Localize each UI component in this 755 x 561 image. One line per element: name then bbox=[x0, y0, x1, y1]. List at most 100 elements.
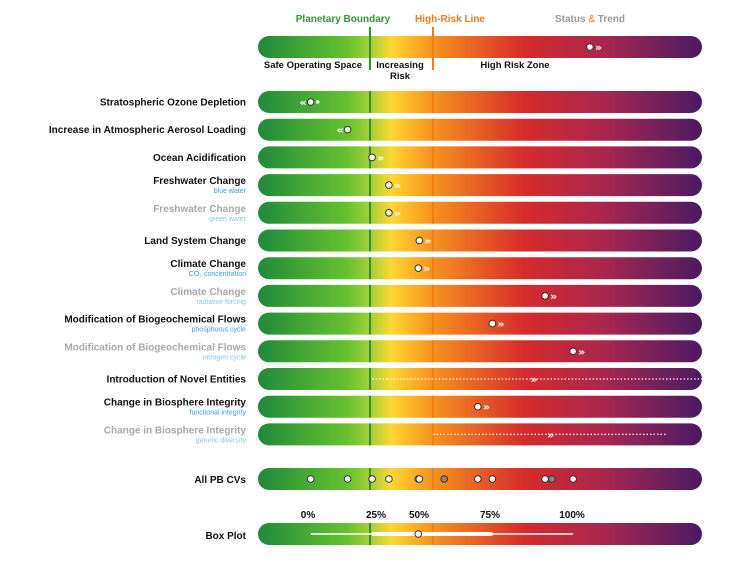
bar-climate-change-6 bbox=[258, 257, 702, 280]
status-word: Status bbox=[555, 14, 586, 25]
row-stratospheric-ozone-depletion-0: Stratospheric Ozone Depletion « bbox=[100, 91, 702, 113]
amp-word: & bbox=[588, 14, 595, 25]
status-dot-freshwater-change-3 bbox=[385, 181, 393, 189]
row-land-system-change-5: Land System Change » bbox=[144, 229, 702, 252]
trend-arrow-introduction-of-novel-entities-10: » bbox=[530, 373, 537, 386]
trend-arrow-change-in-biosphere-integrity-12: » bbox=[547, 428, 554, 441]
label-stratospheric-ozone-depletion-0: Stratospheric Ozone Depletion bbox=[100, 98, 246, 109]
label-introduction-of-novel-entities-10: Introduction of Novel Entities bbox=[107, 375, 247, 386]
all-pb-cvs-point-9 bbox=[541, 475, 549, 483]
bar-freshwater-change-4 bbox=[258, 201, 702, 224]
trend-arrow-increase-in-atmospheric-aerosol-loading-1: « bbox=[336, 124, 343, 137]
all-pb-cvs-point-2 bbox=[368, 475, 376, 483]
all-pb-cvs-point-3 bbox=[385, 475, 393, 483]
label-ocean-acidification-2: Ocean Acidification bbox=[153, 153, 246, 164]
trend-dot-stratospheric-ozone-depletion-0 bbox=[315, 100, 320, 104]
trend-arrow-freshwater-change-4: » bbox=[394, 207, 401, 220]
bar-stratospheric-ozone-depletion-0 bbox=[258, 91, 702, 113]
sublabel-change-in-biosphere-integrity-12: genetic diversity bbox=[196, 437, 247, 444]
label-climate-change-7: Climate Change bbox=[170, 287, 246, 298]
row-modification-of-biogeochemical-flows-9: Modification of Biogeochemical Flowsnitr… bbox=[64, 340, 702, 363]
row-increase-in-atmospheric-aerosol-loading-1: Increase in Atmospheric Aerosol Loading « bbox=[49, 118, 702, 141]
label-freshwater-change-3: Freshwater Change bbox=[153, 176, 246, 187]
quantile-tick-50: 50% bbox=[409, 510, 429, 521]
status-dot-climate-change-7 bbox=[541, 292, 549, 300]
label-modification-of-biogeochemical-flows-9: Modification of Biogeochemical Flows bbox=[64, 342, 246, 353]
legend-status-dot bbox=[586, 43, 594, 51]
status-trend-header: Status & Trend bbox=[555, 14, 625, 25]
status-dot-modification-of-biogeochemical-flows-9 bbox=[569, 347, 577, 356]
status-dot-freshwater-change-4 bbox=[385, 209, 393, 217]
quantile-tick-0: 0% bbox=[301, 510, 316, 521]
status-dot-climate-change-6 bbox=[414, 264, 423, 273]
box-plot-median bbox=[414, 530, 423, 538]
label-change-in-biosphere-integrity-11: Change in Biosphere Integrity bbox=[104, 398, 247, 409]
trend-arrow-ocean-acidification-2: » bbox=[377, 151, 384, 164]
increasing-risk-label-1: Increasing bbox=[376, 60, 424, 71]
label-increase-in-atmospheric-aerosol-loading-1: Increase in Atmospheric Aerosol Loading bbox=[49, 125, 246, 136]
row-modification-of-biogeochemical-flows-8: Modification of Biogeochemical Flowsphos… bbox=[64, 312, 702, 335]
sublabel-climate-change-7: radiative forcing bbox=[197, 299, 247, 306]
sublabel-change-in-biosphere-integrity-11: functional integrity bbox=[190, 410, 247, 417]
quantile-tick-75: 75% bbox=[480, 510, 500, 521]
increasing-risk-label-2: Risk bbox=[390, 71, 411, 82]
all-pb-cvs-point-7 bbox=[474, 475, 482, 483]
trend-arrow-freshwater-change-3: » bbox=[394, 179, 401, 192]
sublabel-modification-of-biogeochemical-flows-9: nitrogen cycle bbox=[203, 354, 246, 361]
high-risk-line-header: High-Risk Line bbox=[415, 14, 485, 25]
trend-arrow-modification-of-biogeochemical-flows-8: » bbox=[497, 318, 504, 331]
status-dot-change-in-biosphere-integrity-11 bbox=[474, 402, 482, 411]
status-dot-stratospheric-ozone-depletion-0 bbox=[306, 98, 315, 106]
bar-climate-change-7 bbox=[258, 284, 702, 307]
bar-land-system-change-5 bbox=[258, 229, 702, 252]
sublabel-modification-of-biogeochemical-flows-8: phosphorus cycle bbox=[192, 327, 247, 334]
trend-arrow-climate-change-6: » bbox=[423, 262, 430, 275]
bar-modification-of-biogeochemical-flows-8 bbox=[258, 312, 702, 335]
bar-increase-in-atmospheric-aerosol-loading-1 bbox=[258, 118, 702, 141]
rows: Stratospheric Ozone Depletion «Increase i… bbox=[49, 91, 702, 446]
row-introduction-of-novel-entities-10: Introduction of Novel Entities » bbox=[107, 368, 702, 390]
bar-introduction-of-novel-entities-10 bbox=[258, 368, 702, 390]
row-ocean-acidification-2: Ocean Acidification » bbox=[153, 146, 702, 169]
quantile-tick-25: 25% bbox=[366, 510, 386, 521]
bar-freshwater-change-3 bbox=[258, 174, 702, 197]
status-dot-land-system-change-5 bbox=[415, 236, 424, 245]
trend-arrow-land-system-change-5: » bbox=[424, 235, 431, 248]
status-dot-ocean-acidification-2 bbox=[368, 153, 376, 162]
all-pb-cvs-label: All PB CVs bbox=[194, 475, 246, 486]
status-dot-increase-in-atmospheric-aerosol-loading-1 bbox=[343, 125, 352, 134]
bar-ocean-acidification-2 bbox=[258, 146, 702, 169]
all-pb-cvs-point-1 bbox=[343, 475, 352, 483]
all-pb-cvs-point-0 bbox=[306, 475, 315, 483]
trend-arrow-stratospheric-ozone-depletion-0: « bbox=[300, 96, 307, 109]
bottom-section bbox=[258, 468, 702, 545]
legend-bar bbox=[258, 36, 702, 58]
quantile-tick-100: 100% bbox=[559, 510, 585, 521]
safe-zone-label: Safe Operating Space bbox=[264, 60, 362, 71]
all-pb-cvs-point-11 bbox=[569, 475, 577, 483]
all-pb-cvs-point-6 bbox=[440, 475, 449, 483]
status-dot-modification-of-biogeochemical-flows-8 bbox=[488, 319, 497, 328]
trend-arrow-climate-change-7: » bbox=[550, 290, 557, 303]
row-change-in-biosphere-integrity-11: Change in Biosphere Integrityfunctional … bbox=[104, 395, 702, 418]
all-pb-cvs-point-10 bbox=[548, 475, 556, 483]
all-pb-cvs-point-8 bbox=[488, 475, 497, 483]
legend-trend-arrow: » bbox=[595, 41, 602, 54]
label-freshwater-change-4: Freshwater Change bbox=[153, 204, 246, 215]
label-change-in-biosphere-integrity-12: Change in Biosphere Integrity bbox=[104, 425, 247, 436]
trend-arrow-change-in-biosphere-integrity-11: » bbox=[483, 401, 490, 414]
label-land-system-change-5: Land System Change bbox=[144, 236, 246, 247]
bar-modification-of-biogeochemical-flows-9 bbox=[258, 340, 702, 363]
trend-arrow-modification-of-biogeochemical-flows-9: » bbox=[578, 345, 585, 358]
planetary-boundary-header: Planetary Boundary bbox=[296, 14, 391, 25]
high-risk-zone-label: High Risk Zone bbox=[480, 60, 549, 71]
sublabel-freshwater-change-3: blue water bbox=[214, 188, 247, 195]
trend-word: Trend bbox=[598, 14, 625, 25]
sublabel-climate-change-6: CO₂ concentration bbox=[189, 271, 246, 278]
all-pb-cvs-point-5 bbox=[415, 475, 424, 483]
